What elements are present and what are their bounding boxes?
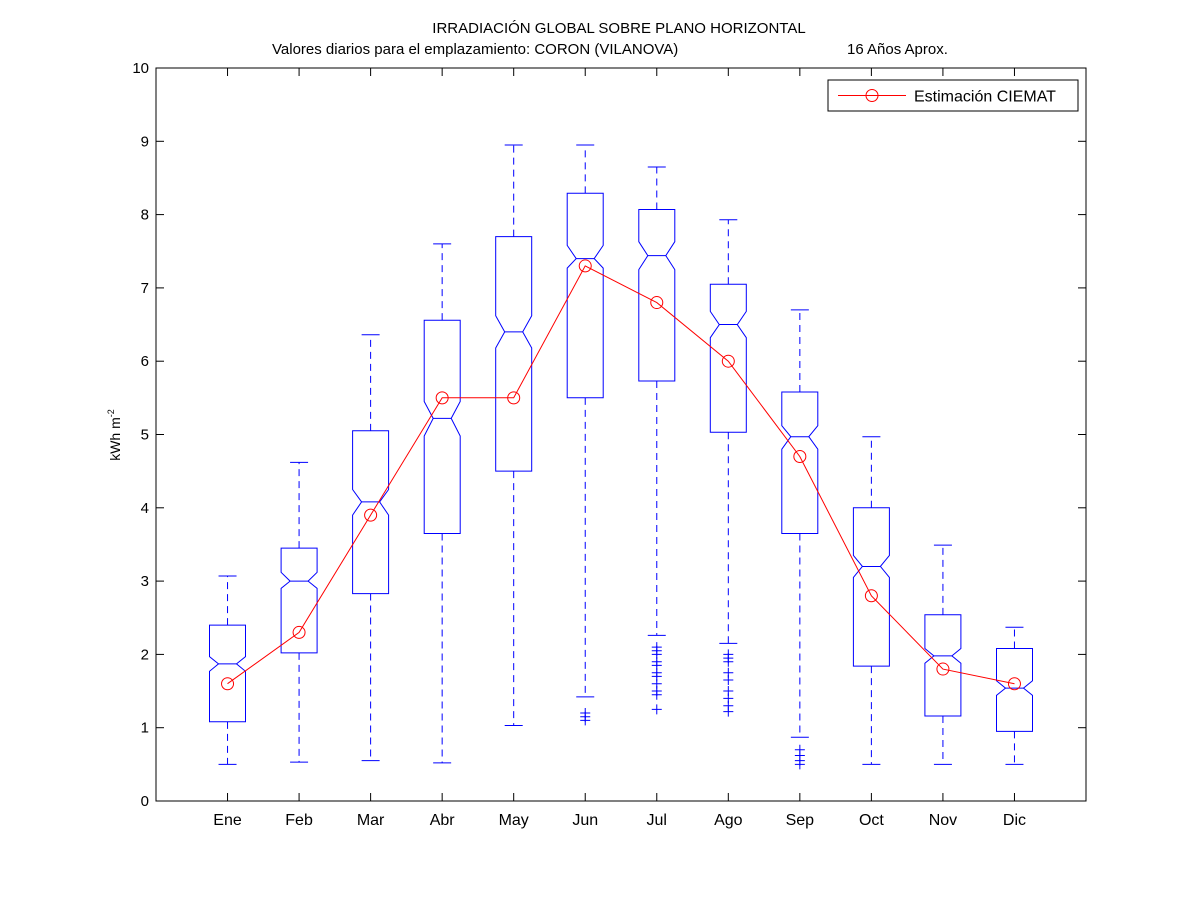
y-axis-label-main: kWh m [107,417,123,461]
y-tick-label: 9 [141,133,149,150]
series-point [435,391,449,405]
outlier-marker [794,744,805,755]
series-point [864,589,878,603]
x-tick-label: Ene [213,812,242,829]
y-tick-label: 10 [132,60,149,77]
series-point [578,259,592,273]
x-tick-label: Oct [859,812,884,829]
y-axis-label: kWh m-2 [106,409,123,461]
x-tick-label: Jul [647,812,667,829]
x-tick-label: Abr [430,812,456,829]
y-tick-label: 4 [141,500,149,517]
box-dic [996,626,1033,765]
y-tick-label: 1 [141,720,149,737]
outlier-marker [723,686,734,697]
series-point [292,625,306,639]
y-tick-label: 7 [141,280,149,297]
box-sep [781,309,819,770]
x-tick-label: Jun [572,812,598,829]
boxes-layer [209,144,1033,770]
notched-box [280,547,318,654]
x-tick-label: Nov [929,812,957,829]
outlier-marker [723,649,734,660]
plot-frame [155,67,1087,802]
box-oct [852,436,890,765]
series-point [1007,677,1021,691]
outlier-marker [651,642,662,653]
series-point [793,449,807,463]
outlier-marker [580,708,591,719]
box-ene [209,575,246,765]
series-layer [221,259,1021,691]
box-may [495,144,533,727]
legend-label: Estimación CIEMAT [914,89,1056,106]
outlier-marker [651,704,662,715]
series-point [650,296,664,310]
legend-marker-sample [865,89,879,102]
notched-box [638,209,676,382]
y-axis-label-superscript: -2 [106,409,116,417]
y-tick-label: 5 [141,427,149,444]
series-line [227,265,1015,685]
series-point [364,508,378,522]
outlier-marker [723,667,734,678]
y-tick-label: 3 [141,573,149,590]
series-point [507,391,521,405]
box-jul [638,166,676,715]
x-tick-label: Mar [357,812,385,829]
box-nov [924,544,962,765]
x-tick-label: Ago [714,812,743,829]
legend: Estimación CIEMAT [827,79,1079,112]
notched-box [996,648,1033,732]
notched-box [495,236,533,472]
y-tick-label: 2 [141,646,149,663]
y-tick-label: 0 [141,793,149,810]
box-ago [709,219,747,717]
x-tick-label: May [499,812,529,829]
notched-box [709,283,747,433]
series-point [221,677,235,691]
chart-title: IRRADIACIÓN GLOBAL SOBRE PLANO HORIZONTA… [432,20,805,37]
y-tick-label: 8 [141,207,149,224]
series-point [721,354,735,368]
chart-subtitle-left: Valores diarios para el emplazamiento: C… [272,41,678,58]
chart-subtitle-right: 16 Años Aprox. [847,41,948,58]
notched-box [352,430,390,595]
notched-box [924,614,962,717]
axes-layer: 0 1 2 3 4 5 6 7 8 9 10 Ene Feb Mar Abr May Jun Jul Ago Sep O… [132,60,1087,829]
notched-box [566,192,604,399]
box-feb [280,461,318,763]
x-tick-label: Feb [285,812,313,829]
notched-box [423,319,461,534]
y-tick-label: 6 [141,353,149,370]
x-tick-label: Dic [1003,812,1026,829]
box-mar [352,334,390,762]
notched-box [209,624,246,723]
notched-box [852,507,890,667]
series-point [936,662,950,676]
box-abr [423,243,461,764]
x-tick-label: Sep [786,812,815,829]
box-jun [566,144,604,726]
